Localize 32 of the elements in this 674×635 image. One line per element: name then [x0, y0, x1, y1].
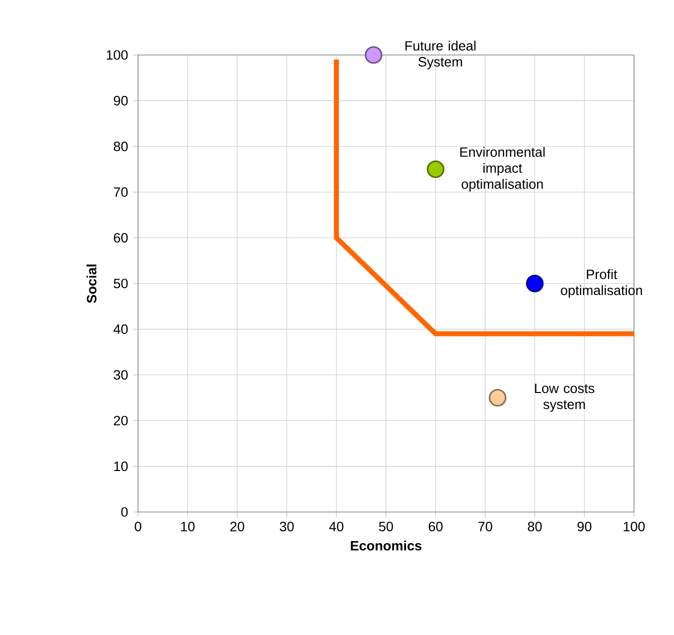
- x-tick-label: 90: [578, 522, 592, 532]
- point: [488, 388, 506, 407]
- y-axis-title: Social: [86, 264, 96, 303]
- series-label: Profit optimalisation: [560, 269, 642, 298]
- x-tick-label: 70: [478, 522, 492, 532]
- x-tick-label: 50: [379, 522, 393, 532]
- y-tick-label: 60: [114, 233, 128, 243]
- x-tick-label: 40: [329, 522, 344, 532]
- x-tick-label: 20: [230, 522, 244, 532]
- x-tick-label: 100: [624, 522, 645, 532]
- series-label: Future ideal System: [405, 40, 476, 70]
- y-tick-label: 20: [114, 416, 128, 426]
- y-tick-label: 50: [114, 278, 128, 288]
- series-label: Environmental impact optimalisation: [460, 146, 545, 192]
- y-tick-label: 30: [114, 370, 128, 380]
- point: [526, 274, 544, 292]
- y-tick-label: 100: [106, 50, 128, 60]
- y-tick-label: 10: [114, 462, 128, 472]
- x-tick-label: 60: [428, 522, 443, 532]
- y-tick-label: 40: [114, 324, 128, 334]
- x-tick-label: 30: [280, 522, 294, 532]
- y-tick-label: 70: [114, 187, 128, 197]
- y-tick-label: 80: [114, 142, 128, 152]
- x-tick-label: 80: [528, 522, 542, 532]
- x-axis-title: Economics: [350, 540, 422, 550]
- text: Low costs system: [535, 384, 594, 412]
- x-tick-label: 0: [134, 522, 142, 532]
- y-tick-label: 90: [114, 96, 128, 106]
- point: [364, 46, 382, 64]
- x-tick-label: 10: [181, 522, 195, 532]
- y-tick-label: 0: [121, 507, 128, 517]
- point: [426, 160, 444, 178]
